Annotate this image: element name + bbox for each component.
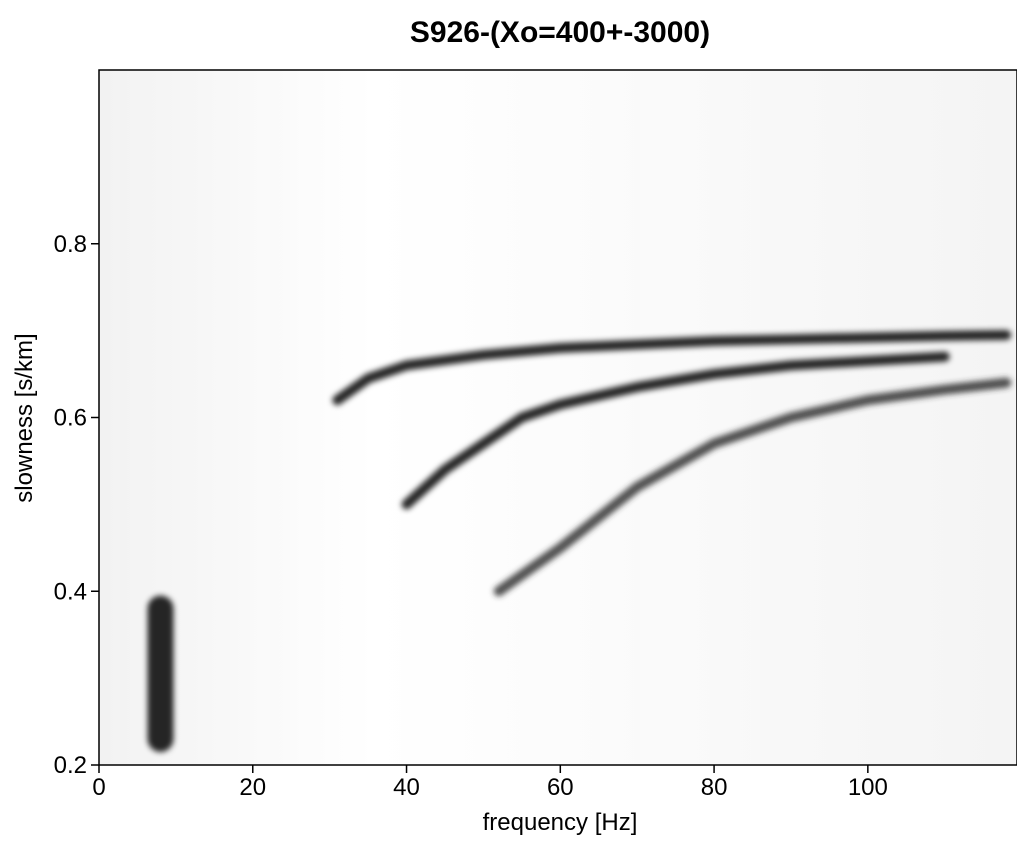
x-axis-label: frequency [Hz]	[483, 809, 638, 836]
ridges	[147, 329, 1012, 752]
x-tick-label: 100	[848, 774, 888, 801]
y-tick-label: 0.6	[54, 405, 87, 432]
dispersion-ridge	[493, 377, 1012, 597]
chart-title: S926-(Xo=400+-3000)	[410, 16, 710, 49]
dispersion-ridge	[401, 351, 950, 510]
x-tick-label: 20	[239, 774, 266, 801]
plot-background	[99, 70, 1017, 765]
y-tick-label: 0.8	[54, 231, 87, 258]
x-tick-label: 60	[547, 774, 574, 801]
x-tick-label: 0	[92, 774, 105, 801]
y-tick-label: 0.2	[54, 752, 87, 779]
dispersion-ridge	[332, 329, 1012, 406]
y-tick-label: 0.4	[54, 578, 87, 605]
y-axis-label: slowness [s/km]	[11, 333, 38, 502]
x-tick-label: 80	[701, 774, 728, 801]
x-tick-label: 40	[393, 774, 420, 801]
